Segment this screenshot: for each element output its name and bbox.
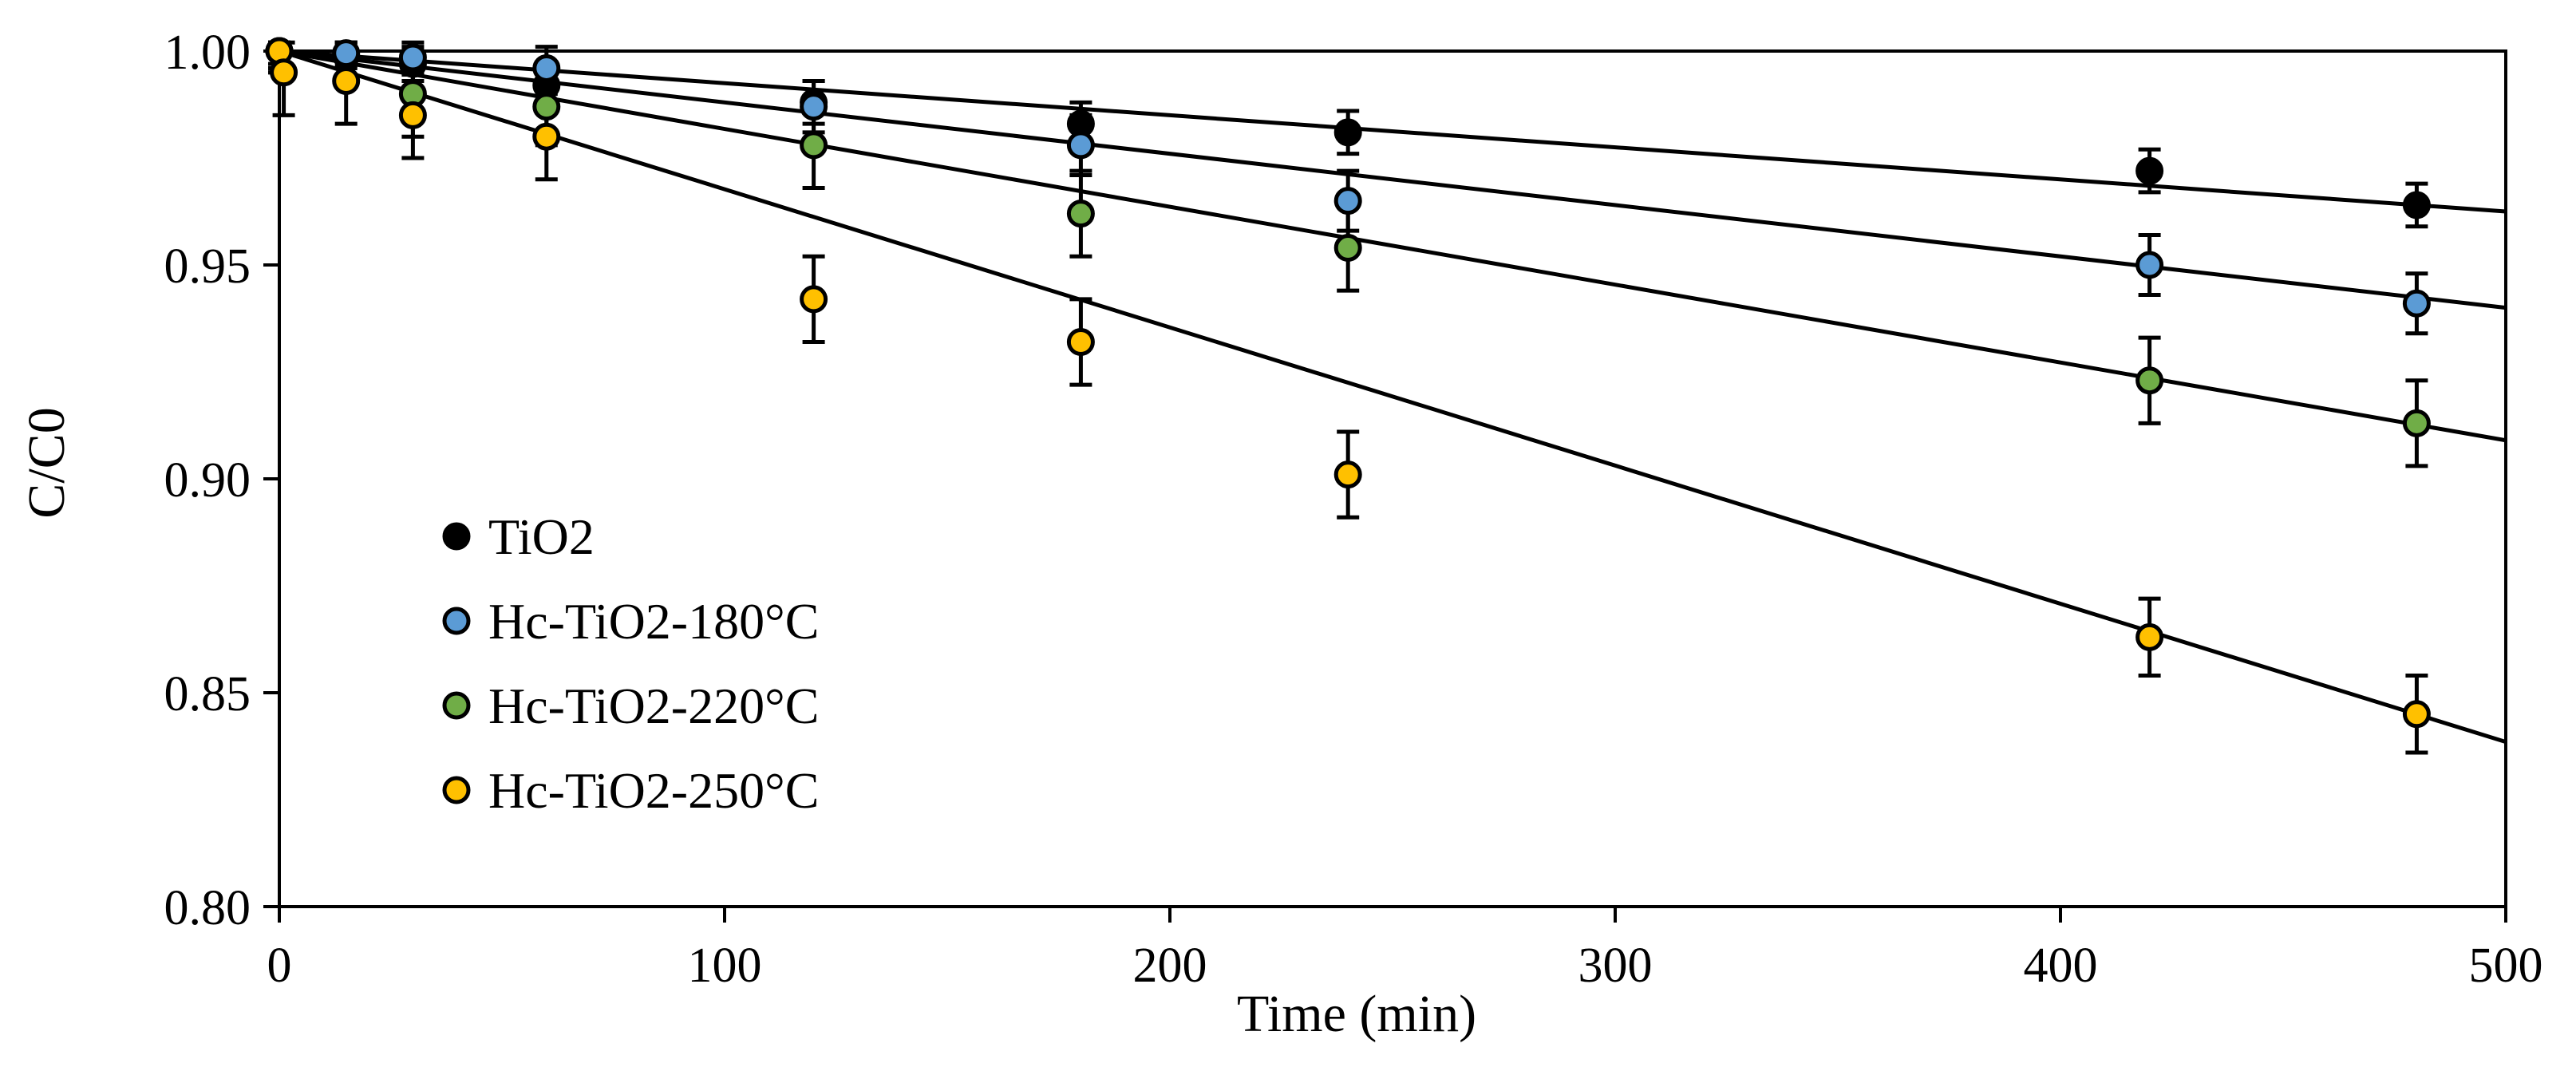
- data-point-hc-tio2-250-c: [800, 285, 828, 314]
- data-point-hc-tio2-180-c: [1066, 131, 1095, 160]
- data-point-hc-tio2-250-c: [398, 101, 427, 129]
- data-point-tio2: [2135, 156, 2164, 185]
- trendline: [279, 49, 2507, 310]
- data-point-hc-tio2-180-c: [2402, 289, 2431, 318]
- x-tick-label: 100: [688, 939, 762, 993]
- data-point-hc-tio2-180-c: [332, 39, 361, 68]
- data-point-hc-tio2-180-c: [800, 93, 828, 121]
- x-tick-label: 200: [1133, 939, 1207, 993]
- x-tick-label: 500: [2469, 939, 2543, 993]
- data-point-hc-tio2-180-c: [2135, 251, 2164, 279]
- axes: [263, 49, 2507, 923]
- data-point-hc-tio2-250-c: [332, 67, 361, 96]
- trendlines: [279, 49, 2507, 745]
- y-tick-label: 0.95: [164, 239, 251, 294]
- legend-label: Hc-TiO2-180°C: [488, 593, 819, 650]
- data-point-hc-tio2-180-c: [1333, 187, 1362, 215]
- data-point-tio2: [1333, 118, 1362, 147]
- trendline: [279, 49, 2507, 745]
- legend-label: Hc-TiO2-250°C: [488, 762, 819, 819]
- data-point-hc-tio2-180-c: [532, 53, 561, 82]
- tick-labels: 0 100 200 300 400 500 0.80 0.85 0.90 0.95 1.00: [164, 26, 2543, 993]
- data-point-tio2: [2402, 191, 2431, 219]
- data-point-hc-tio2-220-c: [1333, 234, 1362, 263]
- y-axis-title: C/C0: [18, 407, 76, 518]
- data-point-hc-tio2-220-c: [2402, 409, 2431, 437]
- legend-marker: [442, 607, 471, 635]
- legend-marker: [442, 522, 471, 551]
- data-point-hc-tio2-180-c: [398, 43, 427, 72]
- x-tick-label: 400: [2024, 939, 2098, 993]
- legend-label: Hc-TiO2-220°C: [488, 678, 819, 734]
- legend-label: TiO2: [488, 508, 595, 565]
- y-tick-label: 0.90: [164, 453, 251, 508]
- data-point-hc-tio2-220-c: [532, 93, 561, 121]
- y-tick-label: 0.85: [164, 667, 251, 721]
- data-point-hc-tio2-250-c: [1333, 460, 1362, 489]
- data-point-hc-tio2-250-c: [270, 58, 298, 87]
- y-tick-label: 0.80: [164, 881, 251, 935]
- x-tick-label: 0: [267, 939, 292, 993]
- legend-marker: [442, 776, 471, 804]
- x-axis-title: Time (min): [1237, 985, 1476, 1043]
- data-point-hc-tio2-220-c: [1066, 200, 1095, 228]
- data-point-hc-tio2-220-c: [800, 131, 828, 160]
- data-point-hc-tio2-250-c: [1066, 327, 1095, 356]
- data-point-hc-tio2-220-c: [2135, 366, 2164, 395]
- legend: TiO2 Hc-TiO2-180°C Hc-TiO2-220°C Hc-TiO2-25…: [442, 508, 819, 819]
- data-points: [265, 37, 2431, 729]
- y-tick-label: 1.00: [164, 26, 251, 80]
- legend-marker: [442, 691, 471, 720]
- data-point-hc-tio2-250-c: [2135, 622, 2164, 651]
- data-point-hc-tio2-250-c: [532, 122, 561, 151]
- x-tick-label: 300: [1578, 939, 1653, 993]
- trendline: [279, 49, 2507, 443]
- trendline: [279, 49, 2507, 214]
- data-point-hc-tio2-250-c: [2402, 700, 2431, 729]
